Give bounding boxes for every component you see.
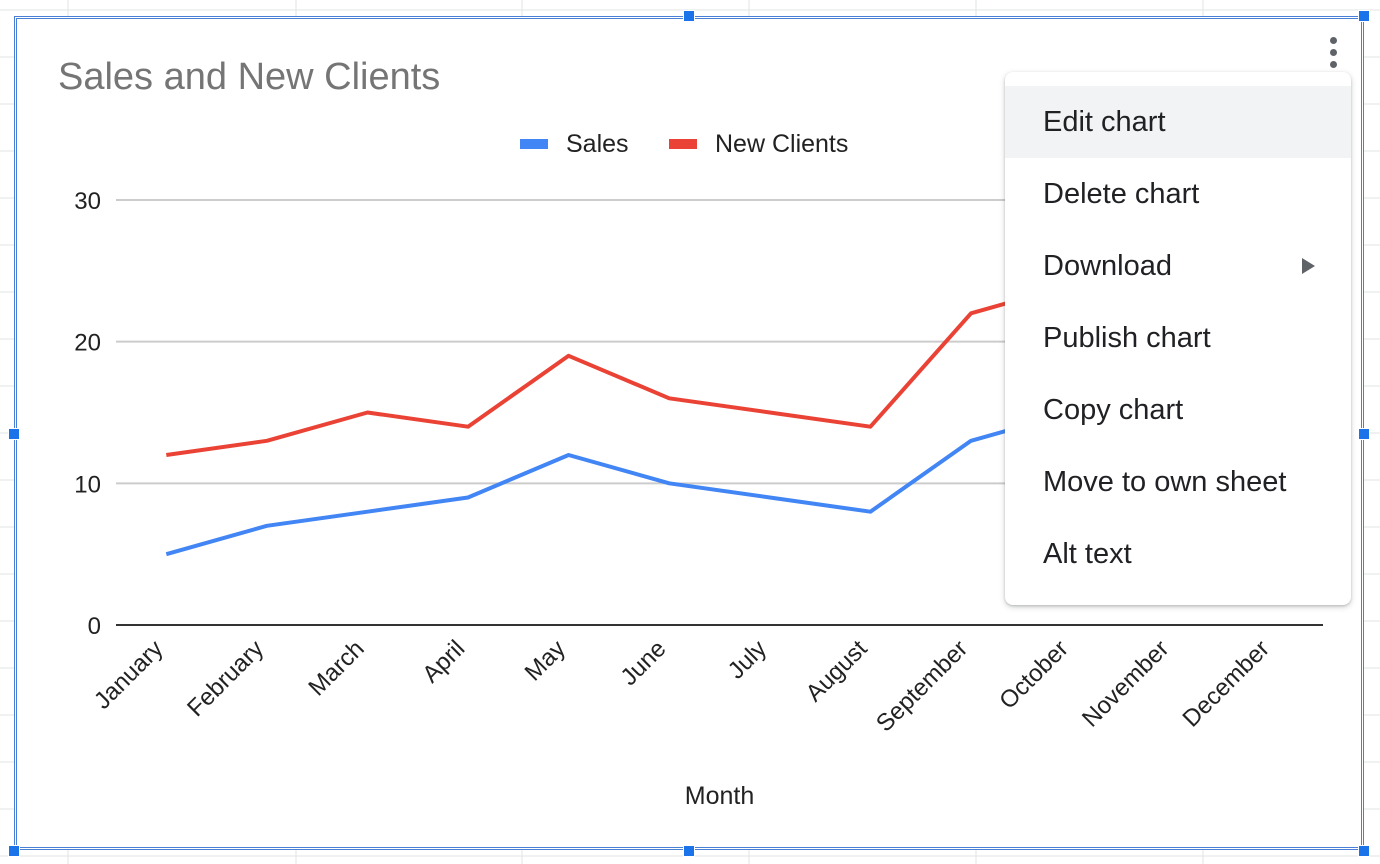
resize-handle[interactable] xyxy=(683,845,695,857)
menu-item-move-to-own-sheet[interactable]: Move to own sheet xyxy=(1005,446,1351,518)
menu-item-label: Download xyxy=(1043,249,1172,282)
menu-item-label: Alt text xyxy=(1043,537,1132,570)
menu-item-edit-chart[interactable]: Edit chart xyxy=(1005,86,1351,158)
x-tick-label: January xyxy=(89,635,168,714)
menu-item-publish-chart[interactable]: Publish chart xyxy=(1005,302,1351,374)
resize-handle[interactable] xyxy=(8,845,20,857)
resize-handle[interactable] xyxy=(1358,428,1370,440)
more-options-button[interactable] xyxy=(1320,30,1346,74)
menu-item-alt-text[interactable]: Alt text xyxy=(1005,518,1351,590)
x-tick-label: July xyxy=(723,635,772,684)
resize-handle[interactable] xyxy=(1358,845,1370,857)
menu-item-copy-chart[interactable]: Copy chart xyxy=(1005,374,1351,446)
legend-swatch xyxy=(520,139,548,149)
chart-title: Sales and New Clients xyxy=(58,56,441,98)
series-line xyxy=(166,283,1073,457)
x-tick-label: May xyxy=(520,635,571,686)
menu-item-delete-chart[interactable]: Delete chart xyxy=(1005,158,1351,230)
submenu-arrow-icon xyxy=(1302,258,1315,274)
x-axis-label: Month xyxy=(685,782,754,810)
resize-handle[interactable] xyxy=(1358,10,1370,22)
x-tick-label: February xyxy=(182,635,269,722)
x-tick-label: March xyxy=(303,635,369,701)
legend-label: Sales xyxy=(566,130,629,158)
chart-context-menu: Edit chart Delete chart Download Publish… xyxy=(1005,72,1351,605)
y-tick-label: 0 xyxy=(88,613,101,640)
more-vert-icon-dot xyxy=(1329,48,1337,56)
x-tick-label: October xyxy=(994,635,1073,714)
menu-item-label: Move to own sheet xyxy=(1043,465,1287,498)
x-tick-label: August xyxy=(801,635,873,707)
y-tick-label: 10 xyxy=(74,471,101,498)
more-vert-icon xyxy=(1329,36,1337,44)
legend-label: New Clients xyxy=(715,130,848,158)
menu-item-label: Edit chart xyxy=(1043,105,1166,138)
menu-item-label: Copy chart xyxy=(1043,393,1184,426)
resize-handle[interactable] xyxy=(683,10,695,22)
legend-swatch xyxy=(669,139,697,149)
x-tick-label: September xyxy=(871,635,973,737)
menu-item-label: Publish chart xyxy=(1043,321,1211,354)
x-tick-label: November xyxy=(1077,635,1174,732)
series-line xyxy=(165,410,1073,557)
y-tick-label: 30 xyxy=(74,188,101,215)
resize-handle[interactable] xyxy=(8,428,20,440)
x-tick-label: June xyxy=(616,635,672,691)
menu-item-label: Delete chart xyxy=(1043,177,1200,210)
x-tick-label: April xyxy=(417,635,470,688)
more-vert-icon-dot xyxy=(1329,60,1337,68)
x-tick-label: December xyxy=(1178,635,1275,732)
menu-item-download[interactable]: Download xyxy=(1005,230,1351,302)
y-tick-label: 20 xyxy=(74,330,101,357)
